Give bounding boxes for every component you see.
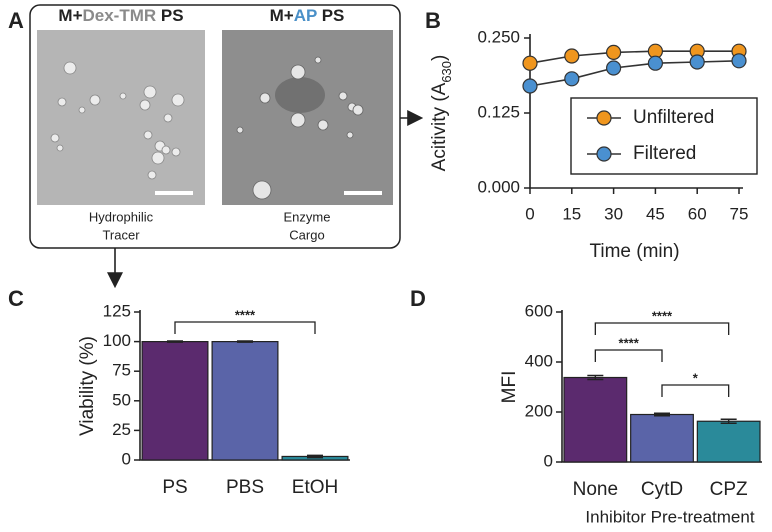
error-bar [587, 374, 604, 381]
marker [522, 55, 538, 71]
significance-label: **** [619, 335, 640, 350]
legend-marker [596, 110, 612, 126]
micrograph [37, 30, 205, 205]
x-tick-label: 15 [562, 204, 581, 223]
x-tick-label: 30 [604, 204, 623, 223]
y-tick-label: 75 [112, 361, 131, 380]
micrograph [222, 30, 393, 205]
y-tick-label: 25 [112, 420, 131, 439]
series-line [529, 60, 740, 87]
legend-marker [596, 146, 612, 162]
marker [731, 53, 747, 69]
error-bar [167, 340, 183, 343]
error-bar [654, 412, 670, 417]
x-tick-label: CytD [641, 479, 683, 500]
y-axis-title: MFI [499, 371, 520, 404]
y-tick-label: 200 [525, 401, 553, 420]
bar [211, 341, 279, 461]
y-axis-title: Viability (%) [77, 336, 98, 436]
panel-label: D [410, 286, 426, 311]
legend-label: Unfiltered [633, 107, 714, 128]
error-bar [720, 418, 737, 424]
significance-bracket [594, 349, 663, 362]
bar [696, 420, 761, 463]
y-tick-label: 0 [122, 449, 131, 468]
x-axis-title: Time (min) [589, 241, 679, 262]
y-tick-label: 125 [103, 301, 131, 320]
y-tick-label: 0.250 [477, 27, 520, 46]
significance-bracket [594, 322, 730, 335]
bar [563, 376, 628, 463]
marker [564, 48, 580, 64]
bar [141, 341, 209, 461]
image-caption: Cargo [289, 227, 324, 242]
image-caption: Enzyme [284, 209, 331, 224]
x-tick-label: 45 [646, 204, 665, 223]
panel-a-frame [29, 4, 401, 249]
y-tick-label: 0.000 [477, 177, 520, 196]
title-part: Dex-TMR [83, 6, 157, 25]
marker [564, 71, 580, 87]
marker [647, 55, 664, 71]
panel-label: A [8, 8, 24, 33]
title-part: M+ [58, 6, 82, 25]
x-axis-title: Inhibitor Pre-treatment [585, 507, 754, 526]
legend-label: Filtered [633, 143, 696, 164]
panel-label: C [8, 286, 24, 311]
y-title-part: ) [429, 55, 450, 61]
marker [605, 60, 622, 76]
image-caption: Tracer [102, 227, 140, 242]
marker [689, 54, 705, 70]
x-tick-label: PS [162, 477, 187, 498]
significance-label: **** [235, 307, 256, 322]
image-caption: Hydrophilic [89, 209, 154, 224]
marker [605, 44, 622, 61]
legend-box [570, 97, 758, 175]
error-bar [237, 340, 253, 343]
title-part: AP [294, 6, 317, 25]
y-title-part: Acitivity (A [429, 82, 450, 171]
y-axis-title: Acitivity (A630) [429, 55, 454, 172]
significance-bracket [661, 384, 730, 397]
x-tick-label: EtOH [292, 477, 338, 498]
significance-label: * [693, 370, 699, 385]
x-tick-label: 60 [688, 204, 707, 223]
panel-label: B [425, 8, 441, 33]
x-tick-label: 75 [730, 204, 749, 223]
image-title: M+AP PS [270, 6, 345, 25]
error-bar [307, 454, 323, 459]
y-tick-label: 100 [103, 331, 131, 350]
significance-label: **** [652, 308, 673, 323]
y-tick-label: 0 [544, 451, 553, 470]
x-tick-label: PBS [226, 477, 264, 498]
x-tick-label: 0 [525, 204, 534, 223]
x-tick-label: CPZ [710, 479, 748, 500]
y-tick-label: 400 [525, 351, 553, 370]
x-tick-label: None [573, 479, 618, 500]
title-part: M+ [270, 6, 294, 25]
significance-bracket [174, 321, 316, 334]
title-part: PS [317, 6, 344, 25]
y-tick-label: 50 [112, 390, 131, 409]
y-tick-label: 600 [525, 301, 553, 320]
bar [630, 413, 694, 463]
y-tick-label: 0.125 [477, 102, 520, 121]
image-title: M+Dex-TMR PS [58, 6, 183, 25]
title-part: PS [156, 6, 183, 25]
y-title-part: 630 [439, 61, 454, 83]
marker [522, 78, 538, 94]
